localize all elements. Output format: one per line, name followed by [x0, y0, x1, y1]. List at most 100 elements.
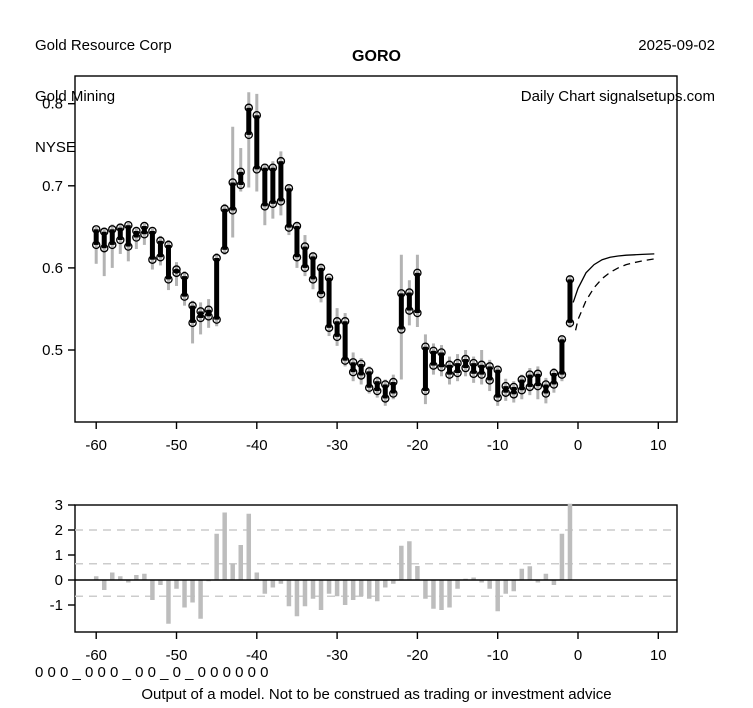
ohlc-bar — [340, 313, 350, 367]
ohlc-bar — [196, 302, 205, 335]
x-tick-label: -30 — [326, 437, 348, 454]
ohlc-bar — [397, 254, 406, 380]
ohlc-bar — [148, 226, 157, 270]
body-bottom-marker — [260, 202, 270, 211]
body-bottom-marker — [180, 292, 189, 301]
ohlc-bar — [228, 126, 237, 238]
body-bottom-marker — [405, 306, 414, 315]
body-top-marker — [364, 367, 374, 376]
ohlc-bar — [517, 374, 527, 400]
body-bottom-marker — [132, 233, 141, 242]
body-top-marker — [453, 358, 462, 368]
body-bottom-marker — [148, 255, 157, 264]
header-left: Gold Resource Corp Gold Mining NYSE — [35, 3, 172, 190]
ohlc-bar — [389, 374, 398, 400]
ohlc-bar — [485, 359, 494, 392]
x-tick-label: 0 — [574, 437, 582, 454]
ohlc-bar — [140, 221, 149, 245]
ohlc-bar — [356, 358, 366, 385]
body-bottom-marker — [284, 223, 294, 232]
body-top-marker — [517, 375, 527, 384]
body-top-marker — [172, 265, 181, 274]
body-top-marker — [316, 263, 326, 273]
ohlc-bar — [461, 350, 470, 377]
ohlc-bar — [324, 273, 334, 337]
x-tick-label: -60 — [85, 647, 107, 664]
body-top-marker — [437, 348, 446, 357]
y-tick-label: 2 — [55, 522, 63, 539]
ohlc-bar — [557, 335, 567, 382]
body-bottom-marker — [437, 362, 446, 372]
body-bottom-marker — [477, 370, 486, 379]
body-bottom-marker — [549, 380, 559, 389]
body-top-marker — [180, 271, 189, 281]
body-bottom-marker — [421, 386, 430, 396]
body-bottom-marker — [316, 289, 326, 299]
x-tick-label: -20 — [407, 437, 429, 454]
ohlc-bar — [541, 377, 551, 404]
body-top-marker — [413, 268, 422, 278]
body-bottom-marker — [196, 313, 205, 323]
body-top-marker — [356, 359, 366, 369]
body-bottom-marker — [220, 245, 229, 255]
y-tick-label: 0.5 — [42, 342, 63, 359]
body-top-marker — [148, 226, 157, 236]
x-tick-label: -60 — [85, 437, 107, 454]
body-bottom-marker — [236, 180, 245, 190]
ohlc-bar — [244, 92, 254, 188]
y-tick-label: 3 — [55, 497, 63, 514]
y-tick-label: -1 — [50, 597, 63, 614]
body-top-marker — [140, 221, 149, 231]
ohlc-bar — [421, 334, 430, 405]
body-bottom-marker — [517, 385, 527, 395]
body-bottom-marker — [485, 376, 494, 385]
body-top-marker — [381, 380, 390, 389]
body-bottom-marker — [509, 390, 519, 399]
body-top-marker — [276, 156, 286, 166]
ohlc-bar — [308, 252, 318, 290]
body-bottom-marker — [300, 263, 310, 273]
ohlc-bar — [316, 263, 326, 303]
body-top-marker — [493, 365, 502, 374]
ohlc-bar — [91, 225, 101, 264]
body-bottom-marker — [501, 388, 510, 397]
body-top-marker — [549, 368, 559, 378]
body-bottom-marker — [493, 393, 502, 402]
model-plot-frame — [74, 504, 678, 633]
ohlc-bar — [445, 356, 454, 385]
body-bottom-marker — [228, 206, 237, 215]
chart-date: 2025-09-02 — [638, 37, 715, 54]
ohlc-bar — [132, 226, 141, 250]
ohlc-bar — [212, 253, 221, 327]
ohlc-bar — [332, 308, 342, 346]
body-bottom-marker — [99, 243, 109, 253]
x-tick-label: -40 — [246, 437, 268, 454]
body-bottom-marker — [525, 382, 535, 392]
body-bottom-marker — [140, 229, 149, 239]
industry-name: Gold Mining — [35, 88, 116, 105]
body-top-marker — [421, 342, 430, 351]
body-bottom-marker — [244, 130, 254, 140]
body-top-marker — [284, 184, 294, 193]
body-bottom-marker — [212, 315, 221, 324]
ohlc-bar — [108, 224, 117, 268]
ohlc-bar — [156, 235, 165, 266]
body-top-marker — [124, 220, 133, 230]
disclaimer-text: Output of a model. Not to be construed a… — [141, 686, 612, 703]
body-bottom-marker — [116, 235, 125, 245]
x-tick-label: -50 — [166, 647, 188, 664]
body-bottom-marker — [204, 312, 213, 321]
ohlc-bar — [268, 161, 278, 219]
body-top-marker — [116, 223, 125, 232]
body-top-marker — [212, 253, 221, 263]
y-tick-label: 0.6 — [42, 260, 63, 277]
body-bottom-marker — [372, 386, 382, 396]
body-bottom-marker — [453, 368, 462, 378]
ohlc-bar — [276, 151, 286, 216]
ohlc-bar — [372, 376, 382, 398]
company-name: Gold Resource Corp — [35, 37, 172, 54]
body-bottom-marker — [356, 371, 366, 380]
x-tick-label: -20 — [407, 647, 429, 664]
body-top-marker — [292, 221, 302, 231]
body-top-marker — [260, 163, 270, 172]
